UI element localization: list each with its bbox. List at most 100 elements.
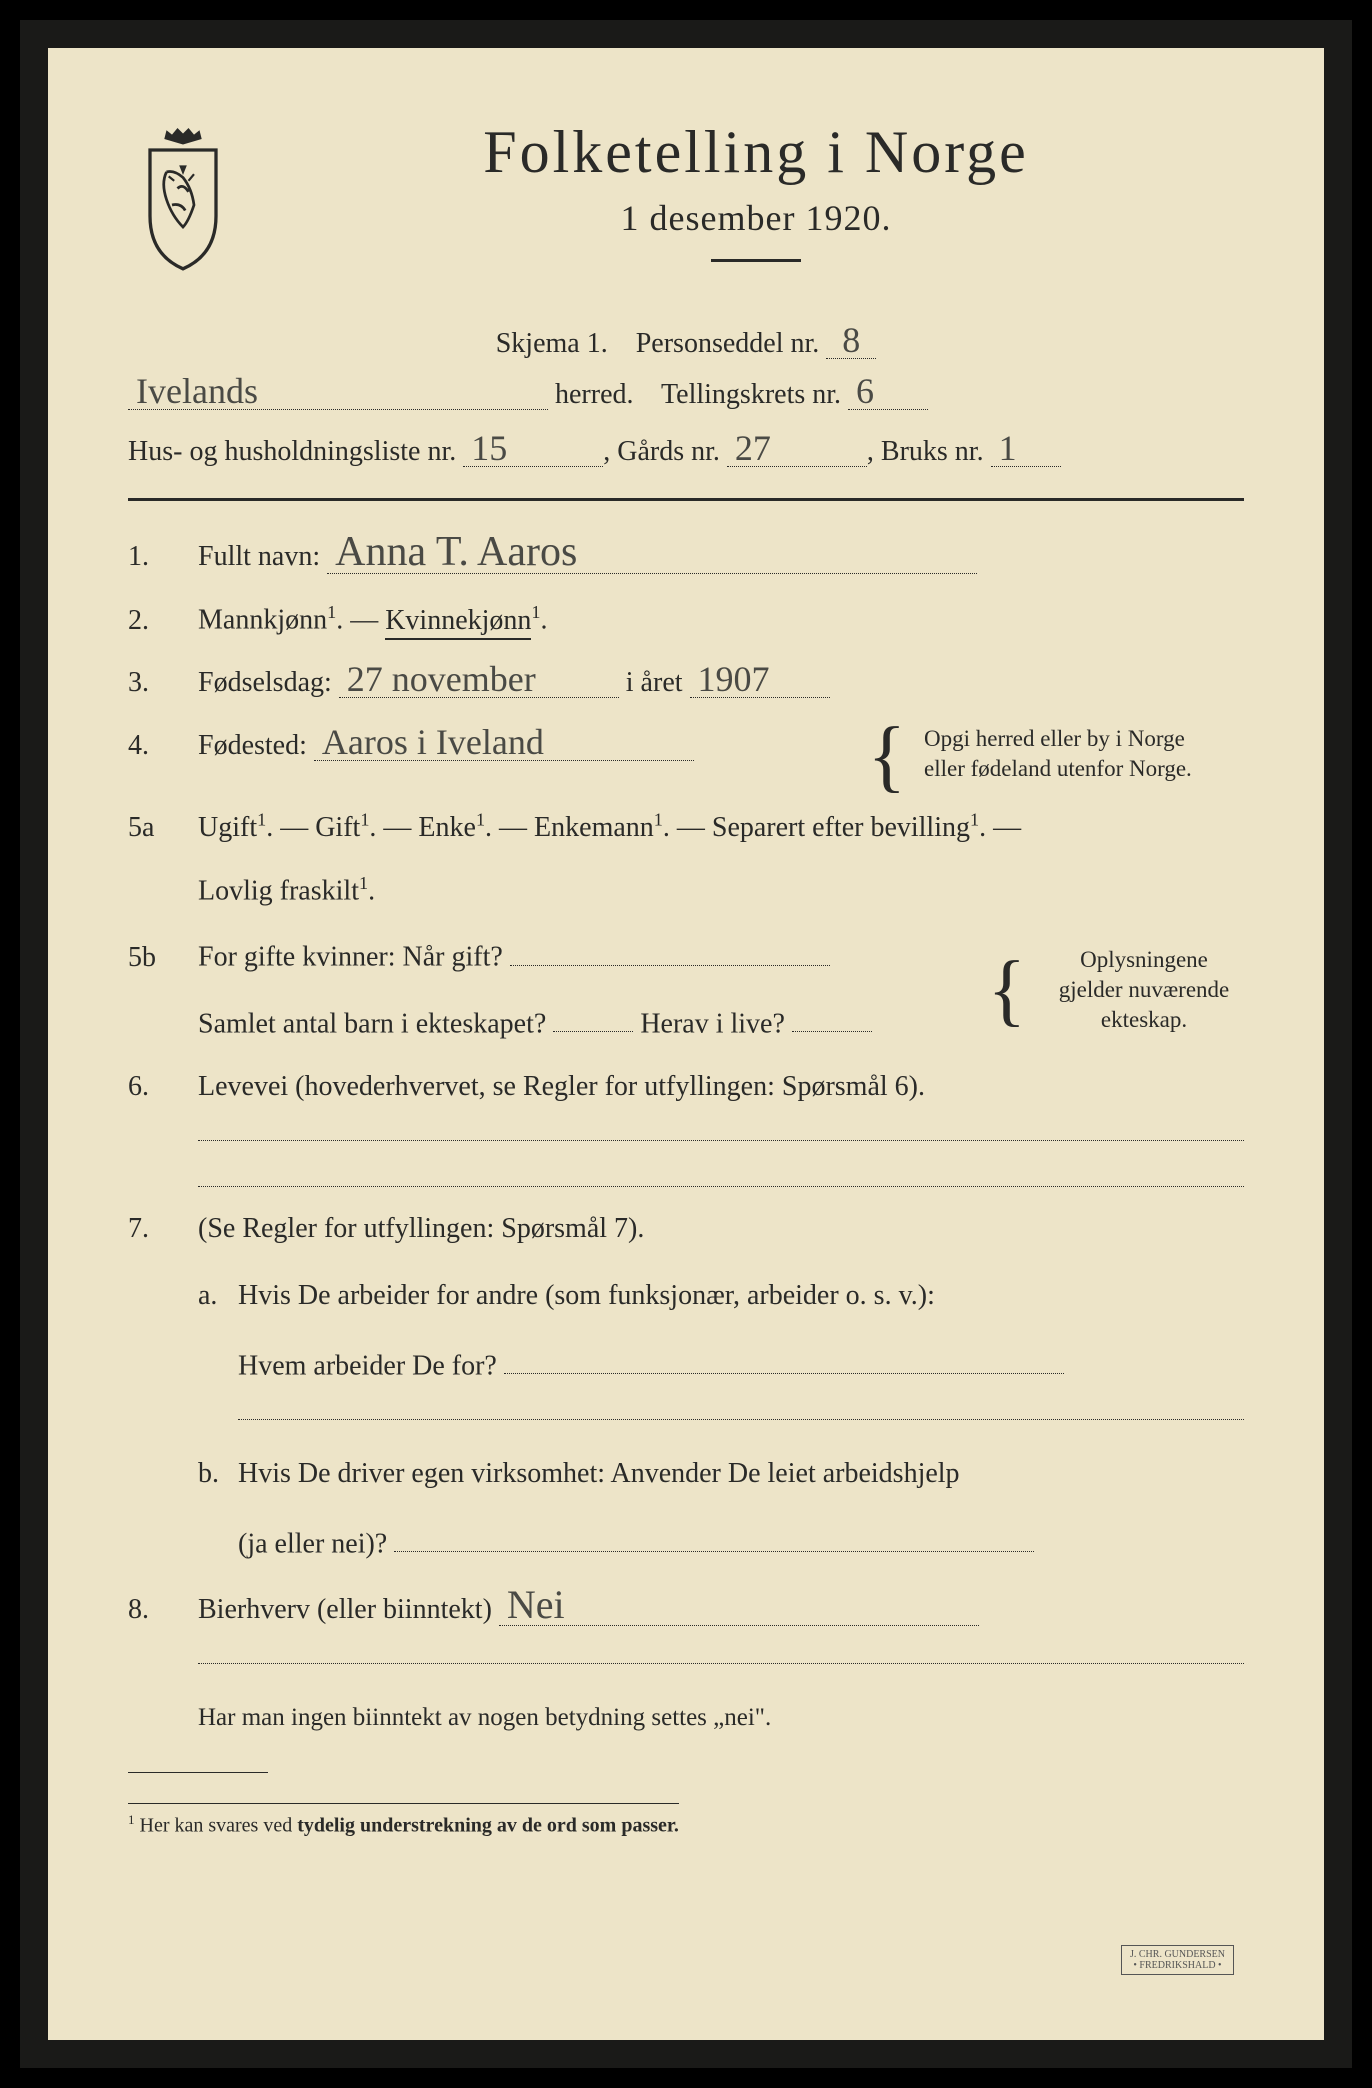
footnote-rule [128, 1772, 268, 1773]
q7-intro: (Se Regler for utfyllingen: Spørsmål 7). [198, 1213, 644, 1244]
title-divider [711, 259, 801, 262]
q5b-barn-blank [553, 999, 633, 1033]
q1-value: Anna T. Aaros [327, 531, 977, 574]
q2-kvinne: Kvinnekjønn [385, 605, 531, 640]
personseddel-nr: 8 [826, 322, 876, 359]
q1-label: Fullt navn: [198, 541, 320, 572]
q4-note: Opgi herred eller by i Norge eller fødel… [924, 724, 1244, 784]
personseddel-label: Personseddel nr. [636, 328, 820, 359]
bruks-label: Bruks nr. [881, 436, 984, 467]
q4-body: Fødested: Aaros i Iveland { Opgi herred … [198, 724, 1244, 788]
husliste-nr: 15 [463, 430, 603, 467]
tellingskrets-nr: 6 [848, 373, 928, 410]
q8-blank [198, 1663, 1244, 1664]
q7a-body: Hvis De arbeider for andre (som funksjon… [238, 1274, 1244, 1430]
q5a-num: 5a [128, 806, 198, 851]
q7a-blank [504, 1341, 1064, 1375]
q6-blank [198, 1140, 1244, 1141]
q3-body: Fødselsdag: 27 november i året 1907 [198, 661, 1244, 706]
q8-body: Bierhverv (eller biinntekt) Nei [198, 1585, 1244, 1674]
husliste-line: Hus- og husholdningsliste nr. 15, Gårds … [128, 425, 1244, 478]
q7b-line1: Hvis De driver egen virksomhet: Anvender… [238, 1458, 960, 1489]
q5b-body: For gifte kvinner: Når gift? Samlet anta… [198, 932, 1244, 1047]
q5b-line1: For gifte kvinner: Når gift? [198, 932, 980, 980]
q2-num: 2. [128, 599, 198, 644]
q7b-blank [394, 1519, 1034, 1553]
q4-row: 4. Fødested: Aaros i Iveland { Opgi herr… [128, 724, 1244, 788]
header: Folketelling i Norge 1 desember 1920. [128, 118, 1244, 292]
q7-num: 7. [128, 1207, 198, 1252]
q4-num: 4. [128, 724, 198, 769]
q5b-note: Oplysningene gjelder nuværende ekteskap. [1044, 945, 1244, 1035]
q5a-body: Ugift1. — Gift1. — Enke1. — Enkemann1. —… [198, 806, 1244, 914]
q6-text: Levevei (hovederhvervet, se Regler for u… [198, 1071, 925, 1102]
q7a-line2-wrap: Hvem arbeider De for? [238, 1341, 1244, 1389]
herred-label: herred. [555, 379, 634, 410]
q6-blank-2 [198, 1186, 1244, 1187]
q7b-body: Hvis De driver egen virksomhet: Anvender… [238, 1452, 1244, 1567]
title-block: Folketelling i Norge 1 desember 1920. [268, 118, 1244, 292]
q4-note-1: Opgi herred eller by i Norge [924, 726, 1185, 751]
husliste-prefix: Hus- og husholdningsliste nr. [128, 436, 456, 467]
q7a-line1: Hvis De arbeider for andre (som funksjon… [238, 1280, 935, 1311]
q3-num: 3. [128, 661, 198, 706]
q2-row: 2. Mannkjønn1. — Kvinnekjønn1. [128, 598, 1244, 643]
q1-num: 1. [128, 535, 198, 580]
q5b-line2-label: Samlet antal barn i ekteskapet? [198, 1008, 546, 1039]
q7b-line2: (ja eller nei)? [238, 1528, 387, 1559]
subtitle: 1 desember 1920. [268, 197, 1244, 239]
section-rule [128, 498, 1244, 501]
q8-num: 8. [128, 1588, 198, 1633]
q7a-num: a. [198, 1274, 238, 1430]
q3-label: Fødselsdag: [198, 667, 332, 698]
tellingskrets-label: Tellingskrets nr. [661, 379, 841, 410]
q3-mid: i året [626, 667, 683, 698]
q5a-options: Ugift1. — Gift1. — Enke1. — Enkemann1. —… [198, 812, 1021, 843]
q5b-row: 5b For gifte kvinner: Når gift? Samlet a… [128, 932, 1244, 1047]
stamp-line2: • FREDRIKSHALD • [1133, 1960, 1221, 1971]
stamp-line1: J. CHR. GUNDERSEN [1130, 1949, 1225, 1960]
q4-value: Aaros i Iveland [314, 724, 694, 761]
q7a-blank-2 [238, 1419, 1244, 1420]
q5b-note-2: gjelder nuværende [1059, 977, 1230, 1002]
q5b-num: 5b [128, 936, 198, 981]
printer-stamp: J. CHR. GUNDERSEN • FREDRIKSHALD • [1121, 1945, 1234, 1975]
q7-row: 7. (Se Regler for utfyllingen: Spørsmål … [128, 1207, 1244, 1567]
q7a: a. Hvis De arbeider for andre (som funks… [198, 1274, 1244, 1430]
q5b-live-blank [792, 999, 872, 1033]
q3-row: 3. Fødselsdag: 27 november i året 1907 [128, 661, 1244, 706]
q7a-line2: Hvem arbeider De for? [238, 1350, 497, 1381]
q8-value: Nei [499, 1585, 979, 1626]
gaards-nr: 27 [727, 430, 867, 467]
q5b-line2: Samlet antal barn i ekteskapet? Herav i … [198, 999, 980, 1047]
q8-label: Bierhverv (eller biinntekt) [198, 1594, 492, 1625]
q5b-line1-label: For gifte kvinner: Når gift? [198, 942, 503, 973]
q7b: b. Hvis De driver egen virksomhet: Anven… [198, 1452, 1244, 1567]
q1-body: Fullt navn: Anna T. Aaros [198, 531, 1244, 580]
q5b-line2-label2: Herav i live? [640, 1008, 785, 1039]
q5b-note-3: ekteskap. [1101, 1007, 1187, 1032]
brace-icon-2: { [988, 958, 1026, 1022]
gaards-label: Gårds nr. [617, 436, 720, 467]
q3-year: 1907 [690, 661, 830, 698]
footnote: 1 Her kan svares ved tydelig understrekn… [128, 1803, 679, 1838]
q5a-row: 5a Ugift1. — Gift1. — Enke1. — Enkemann1… [128, 806, 1244, 914]
coat-of-arms-icon [128, 128, 238, 268]
schema-label: Skjema 1. [496, 328, 608, 359]
herred-value: Ivelands [128, 373, 548, 410]
q3-day: 27 november [339, 661, 619, 698]
q7b-num: b. [198, 1452, 238, 1567]
herred-line: Ivelands herred. Tellingskrets nr. 6 [128, 368, 1244, 421]
q6-num: 6. [128, 1065, 198, 1110]
q5b-gift-blank [510, 932, 830, 966]
q7-body: (Se Regler for utfyllingen: Spørsmål 7).… [198, 1207, 1244, 1567]
q7b-line2-wrap: (ja eller nei)? [238, 1519, 1244, 1567]
q5a-line2: Lovlig fraskilt1. [198, 869, 1244, 914]
q5b-note-1: Oplysningene [1080, 947, 1208, 972]
q4-label: Fødested: [198, 730, 307, 761]
schema-line: Skjema 1. Personseddel nr. 8 [128, 322, 1244, 360]
crest-svg [128, 128, 238, 271]
bottom-note: Har man ingen biinntekt av nogen betydni… [198, 1704, 1244, 1732]
q1-row: 1. Fullt navn: Anna T. Aaros [128, 531, 1244, 580]
q6-body: Levevei (hovederhvervet, se Regler for u… [198, 1065, 1244, 1151]
